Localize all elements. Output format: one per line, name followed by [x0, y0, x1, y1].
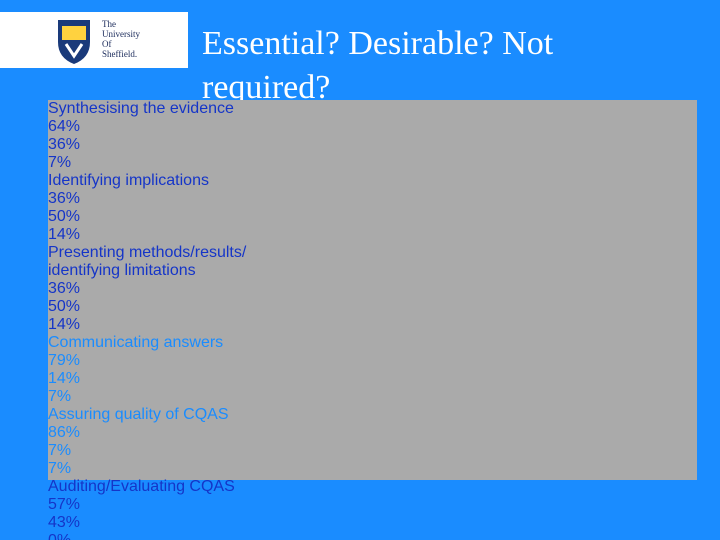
percentage: 36% [48, 280, 81, 297]
row-label: Auditing/Evaluating CQAS [48, 478, 235, 495]
logo-line: Of [102, 39, 112, 49]
percentage: 36% [48, 190, 81, 207]
row-label: Assuring quality of CQAS [48, 406, 229, 423]
logo-line: The [102, 19, 116, 29]
percentage: 50% [48, 298, 81, 315]
row-label: Synthesising the evidence [48, 100, 234, 117]
row-label: Identifying implications [48, 172, 209, 189]
logo-line: University [102, 29, 140, 39]
logo-text: The University Of Sheffield. [102, 19, 140, 59]
percentage: 7% [48, 442, 72, 459]
percentage: 14% [48, 316, 81, 333]
logo-crest [58, 20, 90, 64]
percentage: 0% [48, 532, 697, 540]
row-label: Communicating answers [48, 334, 224, 351]
slide-title: Essential? Desirable? Not required? [202, 25, 554, 106]
row-label: identifying limitations [48, 262, 196, 279]
percentage: 57% [48, 496, 81, 513]
percentage: 50% [48, 208, 81, 225]
logo-line: Sheffield. [102, 49, 138, 59]
university-logo: The University Of Sheffield. [0, 12, 188, 68]
percentage: 43% [48, 514, 81, 531]
percentage: 7% [48, 154, 72, 171]
percentage: 64% [48, 118, 81, 135]
percentage: 7% [48, 388, 72, 405]
percentage: 14% [48, 226, 81, 243]
percentage: 86% [48, 424, 81, 441]
percentage: 79% [48, 352, 81, 369]
percentage: 7% [48, 460, 72, 477]
results-table: Synthesising the evidence 64% 36% 7% Identif… [48, 100, 697, 540]
percentage: 14% [48, 370, 81, 387]
percentage: 36% [48, 136, 81, 153]
row-label: Presenting methods/results/ [48, 244, 247, 261]
